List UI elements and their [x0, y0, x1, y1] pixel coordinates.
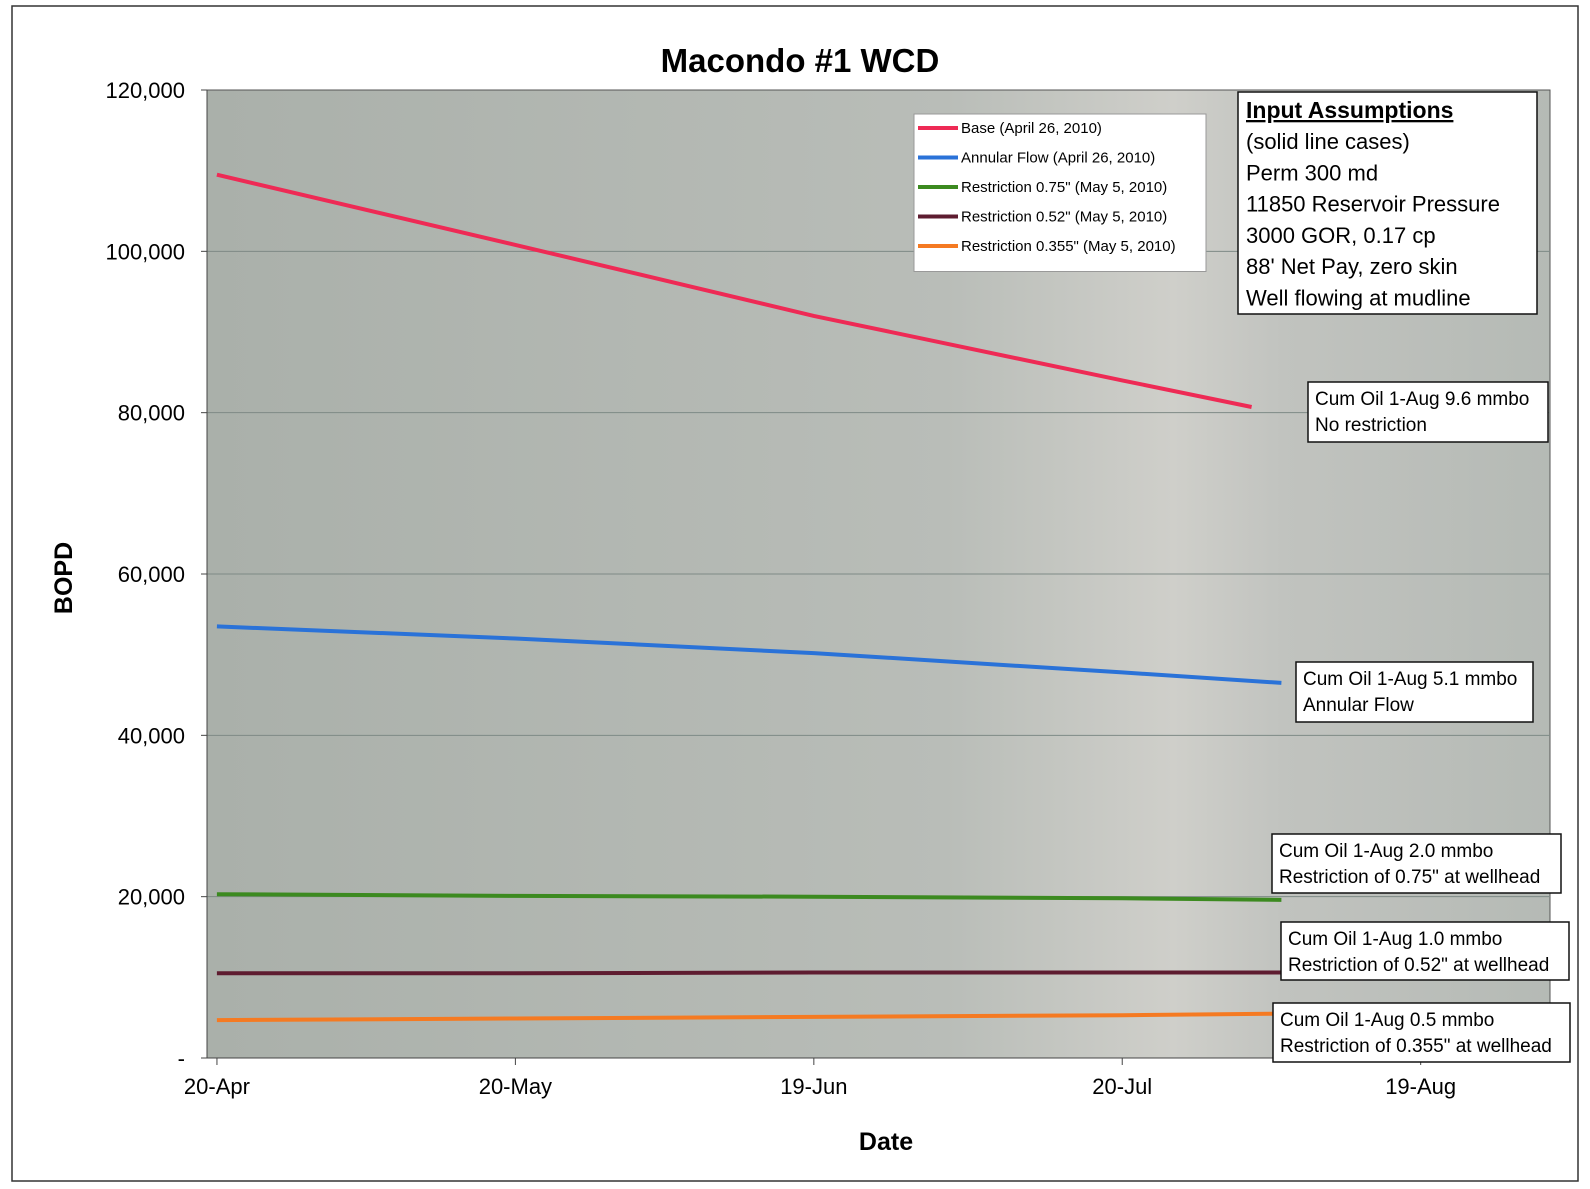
x-tick-label: 19-Jun — [780, 1074, 847, 1099]
annotation-1: Cum Oil 1-Aug 9.6 mmbo No restriction — [1307, 381, 1549, 443]
annotation-4: Cum Oil 1-Aug 1.0 mmbo Restriction of 0.5… — [1280, 921, 1570, 981]
input-assumptions-frame — [1237, 91, 1538, 315]
input-assumptions-heading: Input Assumptions — [1246, 97, 1453, 123]
annotation-frame — [1280, 921, 1570, 981]
input-assumption-line: 11850 Reservoir Pressure — [1246, 192, 1500, 217]
series-line-1 — [216, 172, 1253, 409]
annotation-frame — [1272, 1002, 1571, 1063]
x-tick-label: 20-Jul — [1092, 1074, 1152, 1099]
series-line-5 — [216, 1011, 1282, 1023]
annotation-line: Restriction of 0.75" at wellhead — [1279, 867, 1540, 888]
annotation-line: No restriction — [1315, 415, 1427, 436]
annotation-line: Cum Oil 1-Aug 2.0 mmbo — [1279, 841, 1493, 862]
y-tick-label: - — [178, 1046, 185, 1071]
legend-label: Restriction 0.75" (May 5, 2010) — [961, 179, 1167, 196]
y-tick-label: 20,000 — [118, 885, 185, 910]
y-axis: - 20,000 40,000 60,000 80,000 100,000 120,000 — [105, 78, 208, 1071]
series-line-2 — [216, 624, 1282, 685]
input-assumption-line: 88' Net Pay, zero skin — [1246, 254, 1458, 279]
input-assumption-line: (solid line cases) — [1246, 129, 1410, 154]
annotation-5: Cum Oil 1-Aug 0.5 mmbo Restriction of 0.3… — [1272, 1002, 1571, 1063]
annotation-line: Cum Oil 1-Aug 5.1 mmbo — [1303, 669, 1517, 690]
annotation-line: Cum Oil 1-Aug 9.6 mmbo — [1315, 389, 1529, 410]
annotation-line: Annular Flow — [1303, 695, 1414, 716]
y-tick-label: 100,000 — [105, 239, 185, 264]
annotation-line: Cum Oil 1-Aug 1.0 mmbo — [1288, 929, 1502, 950]
annotation-line: Cum Oil 1-Aug 0.5 mmbo — [1280, 1010, 1494, 1031]
legend: Base (April 26, 2010) Annular Flow (April… — [913, 113, 1207, 272]
annotation-line: Restriction of 0.52" at wellhead — [1288, 955, 1549, 976]
x-tick-label: 20-May — [479, 1074, 552, 1099]
legend-label: Annular Flow (April 26, 2010) — [961, 150, 1155, 167]
annotation-3: Cum Oil 1-Aug 2.0 mmbo Restriction of 0.7… — [1271, 833, 1562, 894]
legend-label: Restriction 0.355" (May 5, 2010) — [961, 238, 1176, 255]
x-tick-label: 19-Aug — [1385, 1074, 1456, 1099]
series-line-4 — [216, 970, 1282, 976]
y-tick-label: 60,000 — [118, 562, 185, 587]
series-lines — [216, 172, 1282, 1023]
input-assumptions-box: Input Assumptions (solid line cases) Perm … — [1237, 91, 1538, 315]
x-axis-title: Date — [859, 1128, 913, 1156]
legend-box — [913, 113, 1207, 272]
annotation-line: Restriction of 0.355" at wellhead — [1280, 1036, 1552, 1057]
y-tick-label: 120,000 — [105, 78, 185, 103]
y-tick-label: 80,000 — [118, 401, 185, 426]
input-assumption-line: Well flowing at mudline — [1246, 286, 1471, 311]
annotation-frame — [1295, 661, 1534, 723]
y-tick-label: 40,000 — [118, 723, 185, 748]
legend-label: Restriction 0.52" (May 5, 2010) — [961, 209, 1167, 226]
x-tick-label: 20-Apr — [184, 1074, 250, 1099]
series-line-3 — [216, 892, 1282, 902]
annotation-2: Cum Oil 1-Aug 5.1 mmbo Annular Flow — [1295, 661, 1534, 723]
input-assumption-line: 3000 GOR, 0.17 cp — [1246, 223, 1436, 248]
input-assumption-line: Perm 300 md — [1246, 160, 1378, 185]
annotation-frame — [1271, 833, 1562, 894]
chart-frame — [11, 5, 1579, 1182]
legend-label: Base (April 26, 2010) — [961, 120, 1102, 137]
annotation-frame — [1307, 381, 1549, 443]
y-axis-title: BOPD — [50, 542, 78, 614]
chart-title: Macondo #1 WCD — [661, 42, 940, 79]
x-axis: 20-Apr 20-May 19-Jun 20-Jul 19-Aug — [184, 1057, 1550, 1099]
